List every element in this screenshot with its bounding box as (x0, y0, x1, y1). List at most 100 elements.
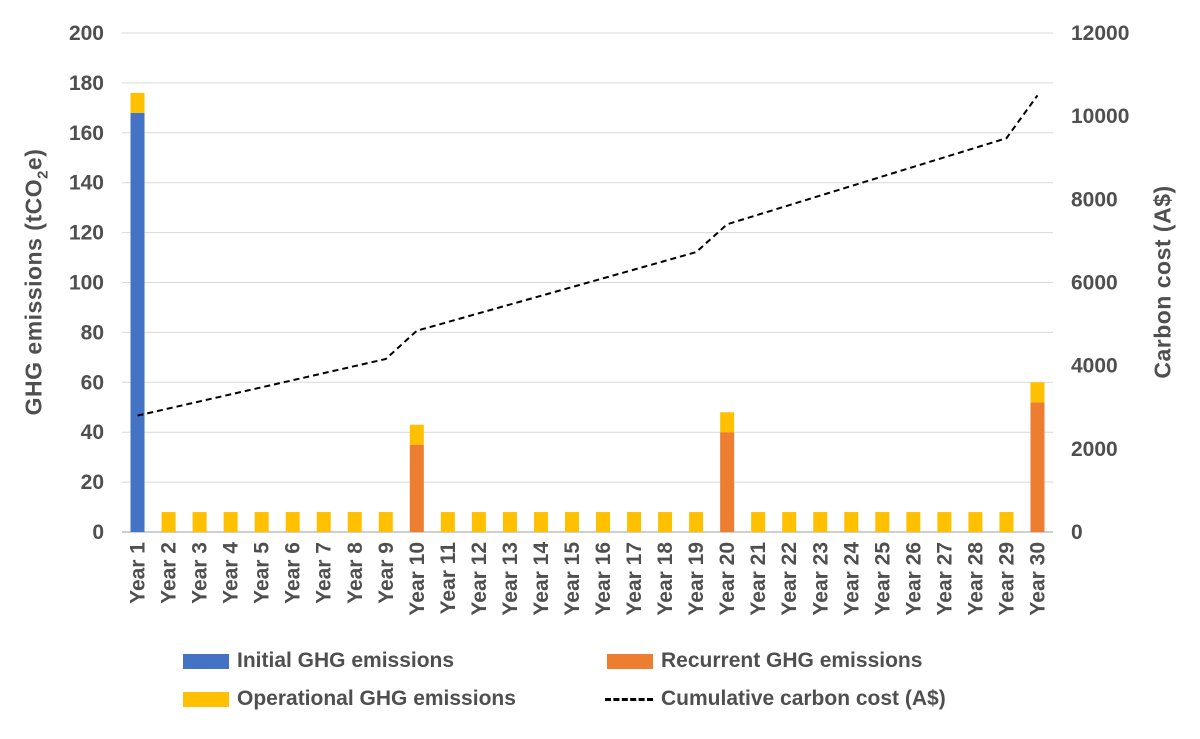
legend-dashed-line-sample (605, 697, 653, 701)
left-axis-tick-label: 60 (81, 371, 104, 394)
legend-swatch-initial (183, 653, 229, 669)
bar-segment (502, 512, 517, 532)
left-axis-tick-label: 140 (69, 172, 104, 195)
right-axis-title: Carbon cost (A$) (1149, 185, 1176, 379)
bar-segment (130, 112, 145, 532)
x-axis-label: Year 18 (654, 542, 677, 616)
legend-label-recurrent: Recurrent GHG emissions (661, 649, 923, 672)
left-axis-title-text: GHG emissions (tCO (20, 178, 47, 416)
bar-segment (471, 512, 486, 532)
legend-item-recurrent: Recurrent GHG emissions (607, 649, 923, 672)
x-axis-label: Year 30 (1026, 542, 1049, 616)
bar-segment (223, 512, 238, 532)
left-axis-tick-label: 0 (92, 521, 104, 544)
bar-segment (564, 512, 579, 532)
legend-label-cumulative: Cumulative carbon cost (A$) (661, 687, 946, 710)
x-axis-label: Year 15 (561, 542, 584, 616)
bar-segment (658, 512, 673, 532)
x-axis-label: Year 1 (127, 542, 150, 604)
left-axis-tick-label: 40 (81, 421, 104, 444)
bar-segment (782, 512, 797, 532)
x-axis-label: Year 26 (902, 542, 925, 616)
x-axis-label: Year 4 (220, 542, 243, 604)
x-axis-label: Year 16 (592, 542, 615, 616)
bar-segment (130, 92, 145, 113)
bar-segment (316, 512, 331, 532)
bar-segment (409, 444, 424, 532)
x-axis-label: Year 23 (809, 542, 832, 616)
x-axis-label: Year 8 (344, 542, 367, 604)
left-axis-tick-label: 100 (69, 272, 104, 295)
x-axis-label: Year 13 (499, 542, 522, 616)
x-axis-label: Year 11 (437, 542, 460, 615)
x-axis-label: Year 6 (282, 542, 305, 604)
bar-segment (844, 512, 859, 532)
left-axis-tick-label: 80 (81, 321, 104, 344)
bar-segment (192, 512, 207, 532)
bar-segment (1030, 382, 1045, 403)
cumulative-cost-line (137, 94, 1039, 417)
bar-segment (937, 512, 952, 532)
legend-label-operational: Operational GHG emissions (237, 687, 516, 710)
x-axis-label: Year 24 (840, 542, 863, 616)
left-axis-tick-label: 160 (69, 122, 104, 145)
x-axis-label: Year 27 (933, 542, 956, 616)
bar-segment (596, 512, 611, 532)
x-axis-label: Year 9 (375, 542, 398, 604)
legend-label-initial: Initial GHG emissions (237, 649, 455, 672)
x-axis-label: Year 28 (964, 542, 987, 616)
bar-segment (409, 424, 424, 445)
legend-item-cumulative: Cumulative carbon cost (A$) (605, 687, 946, 710)
x-axis-label: Year 12 (468, 542, 491, 616)
left-axis-title: GHG emissions (tCO2e) (21, 149, 52, 416)
x-axis-label: Year 14 (530, 542, 553, 616)
left-axis-title-suffix: e) (20, 148, 47, 171)
x-axis-label: Year 22 (778, 542, 801, 616)
x-axis-label: Year 25 (871, 542, 894, 616)
x-axis-label: Year 21 (747, 542, 770, 616)
bar-segment (161, 512, 176, 532)
x-axis-label: Year 19 (685, 542, 708, 616)
x-axis-label: Year 29 (995, 542, 1018, 616)
x-axis-label: Year 17 (623, 542, 646, 616)
right-axis-tick-label: 4000 (1071, 355, 1118, 378)
bar-segment (285, 512, 300, 532)
bar-segment (254, 512, 269, 532)
right-axis-tick-label: 0 (1071, 521, 1083, 544)
x-axis-label: Year 7 (313, 542, 336, 604)
right-axis-tick-label: 12000 (1071, 22, 1129, 45)
x-axis-label: Year 10 (406, 542, 429, 616)
bar-segment (689, 512, 704, 532)
bar-segment (347, 512, 362, 532)
x-axis-label: Year 20 (716, 542, 739, 616)
bar-segment (813, 512, 828, 532)
x-axis-label: Year 3 (189, 542, 212, 604)
left-axis-tick-label: 200 (69, 22, 104, 45)
bar-segment (999, 512, 1014, 532)
left-axis-title-subscript: 2 (34, 170, 52, 179)
left-axis-tick-label: 180 (69, 72, 104, 95)
bar-segment (720, 412, 735, 433)
bar-segment (627, 512, 642, 532)
legend-item-operational: Operational GHG emissions (183, 687, 516, 710)
bar-segment (906, 512, 921, 532)
bar-segment (378, 512, 393, 532)
bar-segment (1030, 402, 1045, 532)
right-axis-tick-label: 6000 (1071, 272, 1118, 295)
bar-segment (751, 512, 766, 532)
legend-swatch-recurrent (607, 653, 653, 669)
right-axis-tick-label: 10000 (1071, 105, 1129, 128)
right-axis-tick-label: 8000 (1071, 188, 1118, 211)
bar-segment (968, 512, 983, 532)
bar-segment (875, 512, 890, 532)
legend-item-initial: Initial GHG emissions (183, 649, 455, 672)
x-axis-label: Year 2 (158, 542, 181, 604)
bar-segment (533, 512, 548, 532)
left-axis-tick-label: 20 (81, 471, 104, 494)
legend-swatch-operational (183, 691, 229, 707)
bar-segment (720, 432, 735, 532)
x-axis-label: Year 5 (251, 542, 274, 604)
bar-segment (440, 512, 455, 532)
